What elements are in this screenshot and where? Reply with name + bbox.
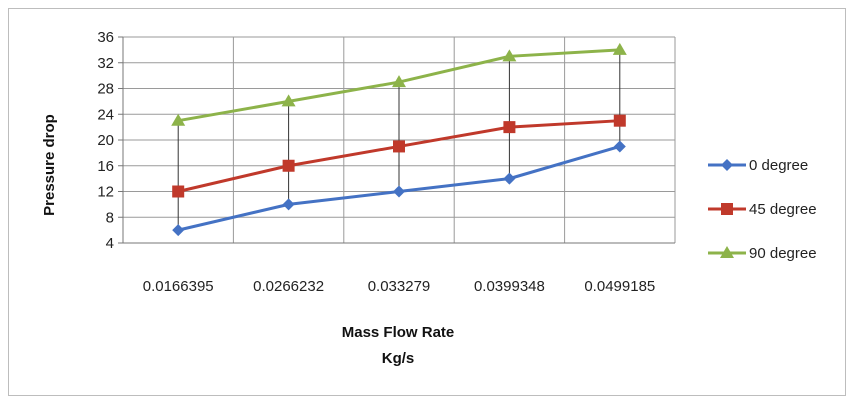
legend-label-2: 90 degree bbox=[749, 245, 817, 262]
y-tick-label-24: 24 bbox=[97, 106, 114, 123]
data-point-s1-3 bbox=[503, 121, 516, 134]
data-point-s2-0 bbox=[171, 113, 186, 126]
data-point-s0-1 bbox=[282, 198, 295, 211]
data-point-s1-0 bbox=[172, 185, 185, 198]
legend-marker-2 bbox=[720, 246, 734, 258]
y-tick-labels: 4 8 12 16 20 24 28 32 36 bbox=[97, 29, 114, 252]
y-tick-label-16: 16 bbox=[97, 158, 114, 175]
legend: 0 degree 45 degree 90 degree bbox=[708, 157, 817, 262]
data-point-s2-3 bbox=[502, 49, 517, 62]
x-axis-title-line2: Kg/s bbox=[382, 350, 415, 367]
data-point-s0-0 bbox=[172, 224, 185, 237]
data-point-s0-4 bbox=[613, 140, 626, 153]
y-tick-label-36: 36 bbox=[97, 29, 114, 46]
data-point-s1-2 bbox=[393, 140, 405, 153]
legend-marker-0 bbox=[721, 159, 733, 171]
x-tick-labels: 0.0166395 0.0266232 0.033279 0.0399348 0.049… bbox=[143, 278, 656, 295]
data-point-s1-4 bbox=[613, 114, 626, 127]
x-tick-label-4: 0.0499185 bbox=[584, 278, 655, 295]
x-tick-label-1: 0.0266232 bbox=[253, 278, 324, 295]
x-tick-label-3: 0.0399348 bbox=[474, 278, 545, 295]
y-axis-title: Pressure drop bbox=[41, 114, 58, 216]
drop-lines bbox=[177, 49, 621, 231]
y-tick-label-12: 12 bbox=[97, 184, 114, 201]
data-point-s0-2 bbox=[393, 185, 405, 198]
y-tick-label-32: 32 bbox=[97, 55, 114, 72]
data-point-s2-1 bbox=[281, 94, 296, 107]
data-point-s2-2 bbox=[392, 75, 406, 88]
grid-layer bbox=[118, 36, 676, 244]
y-tick-label-20: 20 bbox=[97, 132, 114, 149]
x-tick-label-0: 0.0166395 bbox=[143, 278, 214, 295]
legend-marker-1 bbox=[721, 203, 733, 215]
x-tick-label-2: 0.033279 bbox=[368, 278, 431, 295]
data-point-s0-3 bbox=[503, 172, 516, 185]
data-point-s2-4 bbox=[612, 42, 627, 55]
legend-label-0: 0 degree bbox=[749, 157, 808, 174]
legend-label-1: 45 degree bbox=[749, 201, 817, 218]
y-tick-label-8: 8 bbox=[106, 209, 114, 226]
data-point-s1-1 bbox=[282, 159, 295, 172]
chart-frame bbox=[8, 8, 846, 396]
x-axis-title-line1: Mass Flow Rate bbox=[342, 324, 455, 341]
y-tick-label-4: 4 bbox=[106, 235, 114, 252]
y-tick-label-28: 28 bbox=[97, 81, 114, 98]
series-layer bbox=[171, 42, 627, 237]
